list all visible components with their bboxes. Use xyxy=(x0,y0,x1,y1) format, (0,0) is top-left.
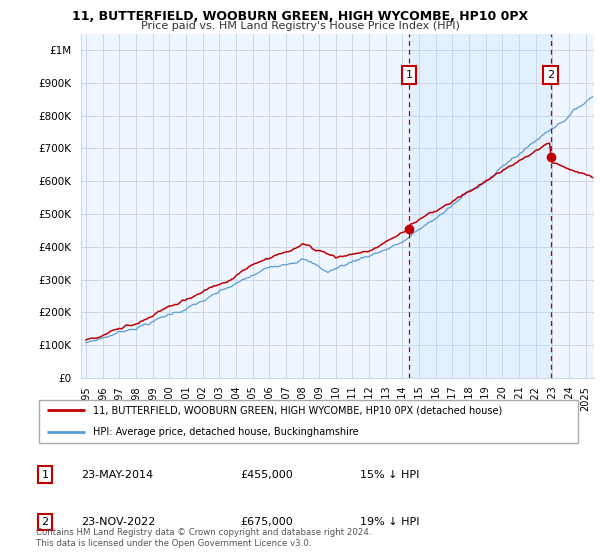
Text: 23-MAY-2014: 23-MAY-2014 xyxy=(81,470,153,479)
Text: HPI: Average price, detached house, Buckinghamshire: HPI: Average price, detached house, Buck… xyxy=(94,427,359,437)
Text: Contains HM Land Registry data © Crown copyright and database right 2024.
This d: Contains HM Land Registry data © Crown c… xyxy=(36,528,371,548)
Text: £675,000: £675,000 xyxy=(240,517,293,527)
Text: 11, BUTTERFIELD, WOOBURN GREEN, HIGH WYCOMBE, HP10 0PX: 11, BUTTERFIELD, WOOBURN GREEN, HIGH WYC… xyxy=(72,10,528,23)
FancyBboxPatch shape xyxy=(39,400,578,443)
Text: 1: 1 xyxy=(406,70,412,80)
Text: 1: 1 xyxy=(41,470,49,479)
Text: 19% ↓ HPI: 19% ↓ HPI xyxy=(360,517,419,527)
Text: £455,000: £455,000 xyxy=(240,470,293,479)
Bar xyxy=(409,34,551,378)
Text: 2: 2 xyxy=(547,70,554,80)
Text: 23-NOV-2022: 23-NOV-2022 xyxy=(81,517,155,527)
Text: 15% ↓ HPI: 15% ↓ HPI xyxy=(360,470,419,479)
Text: 2: 2 xyxy=(41,517,49,527)
Text: Price paid vs. HM Land Registry's House Price Index (HPI): Price paid vs. HM Land Registry's House … xyxy=(140,21,460,31)
Text: 11, BUTTERFIELD, WOOBURN GREEN, HIGH WYCOMBE, HP10 0PX (detached house): 11, BUTTERFIELD, WOOBURN GREEN, HIGH WYC… xyxy=(94,405,503,416)
